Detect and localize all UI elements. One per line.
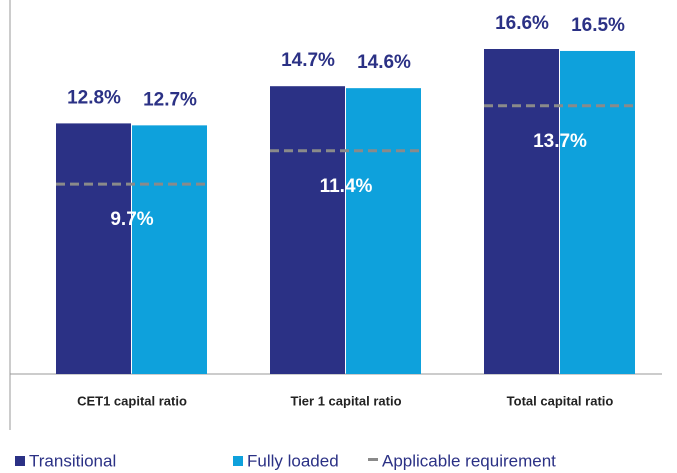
legend-swatch bbox=[15, 456, 25, 466]
bar bbox=[484, 49, 559, 374]
bar bbox=[56, 123, 131, 375]
legend-swatch bbox=[368, 458, 378, 461]
x-tick-label: Tier 1 capital ratio bbox=[290, 393, 401, 408]
legend-swatch bbox=[233, 456, 243, 466]
bar bbox=[270, 86, 345, 374]
value-label: 14.7% bbox=[281, 50, 335, 71]
x-tick-label: Total capital ratio bbox=[507, 393, 614, 408]
legend-label: Fully loaded bbox=[247, 451, 339, 470]
legend-label: Transitional bbox=[29, 451, 116, 470]
requirement-label: 11.4% bbox=[320, 176, 373, 197]
bar bbox=[132, 125, 207, 374]
value-label: 14.6% bbox=[357, 52, 411, 73]
x-tick-label: CET1 capital ratio bbox=[77, 393, 187, 408]
legend-label: Applicable requirement bbox=[382, 451, 556, 470]
value-label: 12.7% bbox=[143, 89, 197, 110]
bar bbox=[560, 50, 635, 375]
bar bbox=[346, 88, 421, 375]
value-label: 16.6% bbox=[495, 13, 549, 34]
requirement-label: 13.7% bbox=[533, 131, 587, 152]
requirement-label: 9.7% bbox=[110, 209, 153, 230]
value-label: 16.5% bbox=[571, 15, 625, 36]
value-label: 12.8% bbox=[67, 87, 121, 108]
